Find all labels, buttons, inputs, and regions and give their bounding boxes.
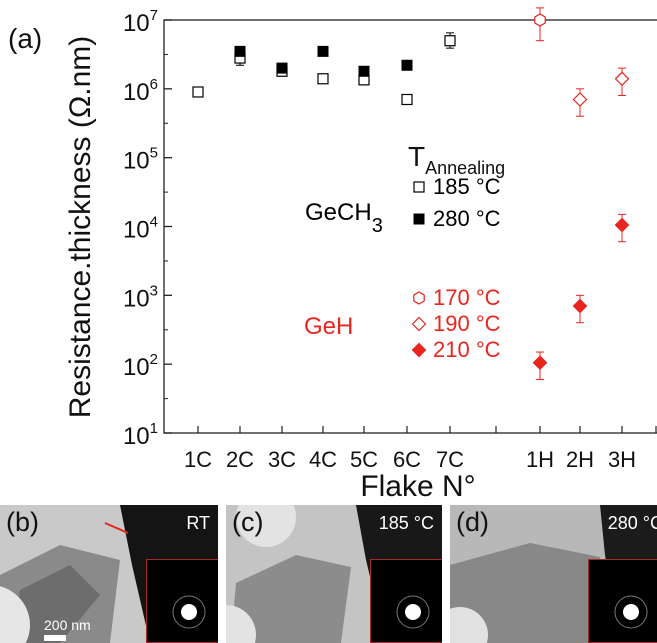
diffraction-inset xyxy=(370,559,442,643)
tem-panel-b: (b) RT 200 nm xyxy=(0,505,218,643)
data-point xyxy=(532,355,548,371)
x-tick-label: 1C xyxy=(184,447,212,472)
panel-b-temperature: RT xyxy=(186,513,210,533)
legend-marker xyxy=(413,291,425,305)
data-point xyxy=(614,217,630,233)
tem-panel-c: (c) 185 °C xyxy=(226,505,442,643)
legend-title: TAnnealing xyxy=(408,141,505,178)
y-tick-label: 105 xyxy=(123,145,158,175)
scale-bar-label: 200 nm xyxy=(44,617,91,633)
data-point xyxy=(614,71,630,87)
data-point xyxy=(234,45,246,57)
y-tick-label: 101 xyxy=(123,420,158,450)
diffraction-inset xyxy=(146,559,218,643)
diffraction-inset xyxy=(588,559,657,643)
y-axis-label: Resistance.thickness (Ω.nm) xyxy=(64,36,97,419)
data-point xyxy=(317,73,329,85)
scale-bar xyxy=(44,635,66,641)
group-label: GeCH3 xyxy=(305,199,383,237)
scatter-chart: (a) Resistance.thickness (Ω.nm) Flake N°… xyxy=(8,7,657,503)
panel-d-temperature: 280 °C xyxy=(607,513,657,533)
legend-label: 185 °C xyxy=(433,174,501,199)
x-axis-label: Flake N° xyxy=(360,470,475,503)
data-point xyxy=(401,93,413,106)
y-ticks: 101 102 103 104 105 106 107 xyxy=(123,7,172,450)
panel-a-label: (a) xyxy=(8,23,42,54)
data-marks xyxy=(192,7,630,380)
group-label: GeH xyxy=(304,313,353,340)
x-tick-label: 5C xyxy=(350,447,378,472)
data-point xyxy=(358,65,370,77)
panel-b-label: (b) xyxy=(6,507,39,537)
y-tick-label: 102 xyxy=(123,351,158,381)
panel-c-label: (c) xyxy=(232,507,264,537)
x-tick-label: 7C xyxy=(436,447,464,472)
x-tick-label: 2C xyxy=(226,447,254,472)
x-tick-label: 2H xyxy=(566,447,594,472)
data-point xyxy=(572,298,588,314)
legend-marker xyxy=(413,213,425,225)
x-tick-label: 6C xyxy=(393,447,421,472)
data-point xyxy=(276,62,288,74)
legend-label: 210 °C xyxy=(433,337,501,362)
tem-panel-d: (d) 280 °C xyxy=(450,505,657,643)
data-point xyxy=(401,59,413,71)
legend-label: 190 °C xyxy=(433,311,501,336)
panel-c-temperature: 185 °C xyxy=(378,513,434,533)
legend-label: 280 °C xyxy=(433,206,501,231)
legend-marker xyxy=(411,316,427,332)
data-point xyxy=(534,13,546,27)
legend-marker xyxy=(411,342,427,358)
data-point xyxy=(572,92,588,107)
panel-d-label: (d) xyxy=(456,507,489,537)
data-point xyxy=(444,35,456,47)
y-tick-label: 106 xyxy=(123,76,158,106)
plot-frame xyxy=(163,19,657,434)
legend-label: 170 °C xyxy=(433,285,501,310)
y-tick-label: 103 xyxy=(123,282,158,312)
x-ticks: 1C 2C 3C 4C 5C 6C 7C 1H 2H 3H xyxy=(184,426,657,472)
x-tick-label: 1H xyxy=(526,447,554,472)
legend-marker xyxy=(413,181,425,193)
x-tick-label: 3H xyxy=(608,447,636,472)
data-point xyxy=(192,86,204,98)
data-point xyxy=(317,45,329,57)
x-tick-label: 3C xyxy=(268,447,296,472)
x-tick-label: 4C xyxy=(309,447,337,472)
y-tick-label: 104 xyxy=(123,214,158,244)
y-tick-label: 107 xyxy=(123,7,158,37)
